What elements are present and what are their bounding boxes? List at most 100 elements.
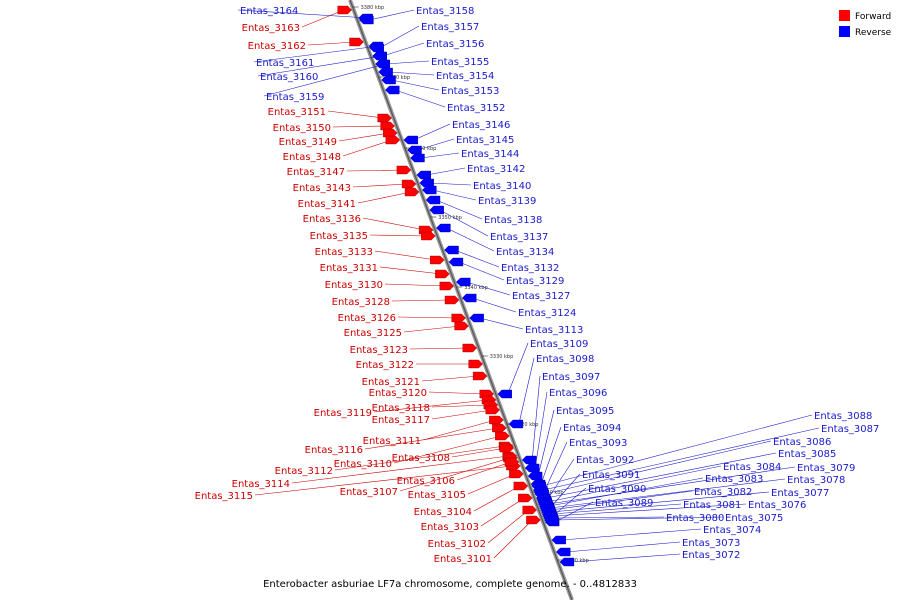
forward-gene-leader (357, 191, 412, 204)
forward-gene-feature (454, 321, 469, 331)
reverse-gene-leader (549, 477, 704, 507)
reverse-gene-label: Entas_3146 (452, 120, 510, 131)
reverse-gene-feature (410, 153, 425, 163)
forward-gene-feature (513, 481, 529, 491)
reverse-gene-leader (237, 9, 369, 19)
forward-gene-label: Entas_3125 (344, 328, 402, 339)
reverse-gene-label: Entas_3152 (447, 103, 505, 114)
reverse-gene-leader (537, 409, 555, 477)
reverse-gene-label: Entas_3083 (705, 474, 763, 485)
forward-gene-label: Entas_3163 (242, 23, 300, 34)
reverse-gene-feature (527, 471, 543, 481)
reverse-gene-label: Entas_3164 (240, 6, 298, 17)
reverse-gene-leader (543, 441, 568, 493)
reverse-gene-leader (379, 25, 420, 49)
forward-gene-leader (332, 125, 387, 128)
reverse-gene-feature (425, 195, 441, 205)
reverse-gene-feature (375, 59, 390, 69)
forward-gene-leader (391, 299, 452, 302)
axis-tick-label: 3370 kbp (386, 75, 410, 81)
reverse-gene-feature (444, 245, 459, 255)
reverse-gene-label: Entas_3140 (473, 181, 531, 192)
forward-gene-leader (327, 110, 384, 119)
forward-gene-leader (379, 266, 442, 275)
reverse-gene-leader (420, 152, 460, 159)
forward-gene-feature (337, 5, 352, 15)
reverse-gene-leader (566, 541, 681, 553)
forward-gene-feature (485, 405, 500, 415)
reverse-gene-label: Entas_3093 (569, 438, 627, 449)
forward-gene-label: Entas_3111 (363, 436, 421, 447)
forward-gene-label: Entas_3135 (310, 231, 368, 242)
forward-gene-label: Entas_3130 (325, 280, 383, 291)
forward-gene-label: Entas_3136 (303, 214, 361, 225)
reverse-gene-feature (378, 67, 393, 77)
axis-tick-label: 3340 kbp (464, 285, 488, 291)
forward-gene-label: Entas_3105 (408, 490, 466, 501)
forward-gene-leader (307, 41, 356, 46)
reverse-gene-feature (508, 419, 524, 429)
reverse-gene-leader (263, 63, 386, 97)
forward-gene-leader (473, 485, 520, 512)
forward-gene-feature (499, 443, 515, 453)
reverse-gene-label: Entas_3098 (536, 354, 594, 365)
reverse-gene-leader (479, 317, 524, 330)
forward-gene-leader (397, 316, 458, 319)
reverse-gene-leader (518, 357, 535, 425)
forward-gene-feature (401, 179, 417, 189)
reverse-gene-leader (507, 342, 529, 395)
forward-gene-feature (489, 415, 504, 425)
reverse-gene-label: Entas_3085 (778, 449, 836, 460)
forward-gene-feature (404, 187, 420, 197)
reverse-gene-leader (531, 375, 541, 461)
legend-reverse-label: Reverse (855, 28, 892, 38)
forward-gene-leader (403, 325, 461, 333)
legend-forward-label: Forward (855, 12, 891, 22)
reverse-gene-feature (524, 463, 540, 473)
forward-gene-label: Entas_3104 (414, 507, 472, 518)
forward-gene-label: Entas_3150 (273, 123, 331, 134)
forward-gene-label: Entas_3147 (287, 167, 345, 178)
reverse-gene-label: Entas_3095 (556, 406, 614, 417)
forward-gene-leader (352, 183, 409, 188)
forward-gene-feature (396, 165, 412, 175)
label-leader-lines (237, 9, 820, 563)
reverse-gene-leader (569, 553, 681, 563)
reverse-gene-leader (369, 9, 415, 21)
reverse-gene-label: Entas_3157 (421, 22, 479, 33)
forward-gene-feature (439, 281, 455, 291)
forward-gene-leader (456, 461, 512, 481)
reverse-gene-label: Entas_3073 (682, 538, 740, 549)
forward-gene-label: Entas_3115 (195, 491, 253, 502)
reverse-gene-feature (422, 185, 437, 195)
forward-gene-leader (362, 217, 426, 231)
reverse-gene-label: Entas_3089 (595, 498, 653, 509)
forward-gene-label: Entas_3162 (248, 41, 306, 52)
reverse-gene-leader (388, 71, 435, 76)
reverse-gene-leader (417, 138, 455, 151)
forward-gene-leader (334, 445, 506, 471)
genome-caption: Enterobacter asburiae LF7a chromosome, c… (263, 579, 637, 590)
forward-gene-feature (349, 37, 364, 47)
forward-gene-leader (409, 347, 469, 350)
reverse-gene-feature (559, 557, 575, 567)
reverse-gene-label: Entas_3161 (256, 58, 314, 69)
forward-gene-feature (504, 457, 520, 467)
forward-gene-feature (462, 343, 478, 353)
reverse-gene-label: Entas_3094 (563, 423, 621, 434)
gene-labels: Entas_3163 Entas_3162 Entas_3151 Entas_3150… (195, 6, 880, 565)
reverse-gene-label: Entas_3087 (821, 424, 879, 435)
forward-gene-label: Entas_3133 (315, 247, 373, 258)
reverse-gene-leader (551, 491, 770, 513)
forward-gene-label: Entas_3141 (298, 199, 356, 210)
reverse-gene-feature (407, 145, 422, 155)
legend: Forward Reverse (839, 10, 892, 38)
forward-gene-label: Entas_3128 (332, 297, 390, 308)
reverse-gene-label: Entas_3091 (582, 470, 640, 481)
reverse-gene-label: Entas_3159 (266, 92, 324, 103)
reverse-gene-label: Entas_3084 (723, 462, 781, 473)
reverse-gene-leader (439, 209, 489, 237)
reverse-gene-feature (369, 43, 384, 53)
reverse-gene-feature (429, 205, 444, 215)
